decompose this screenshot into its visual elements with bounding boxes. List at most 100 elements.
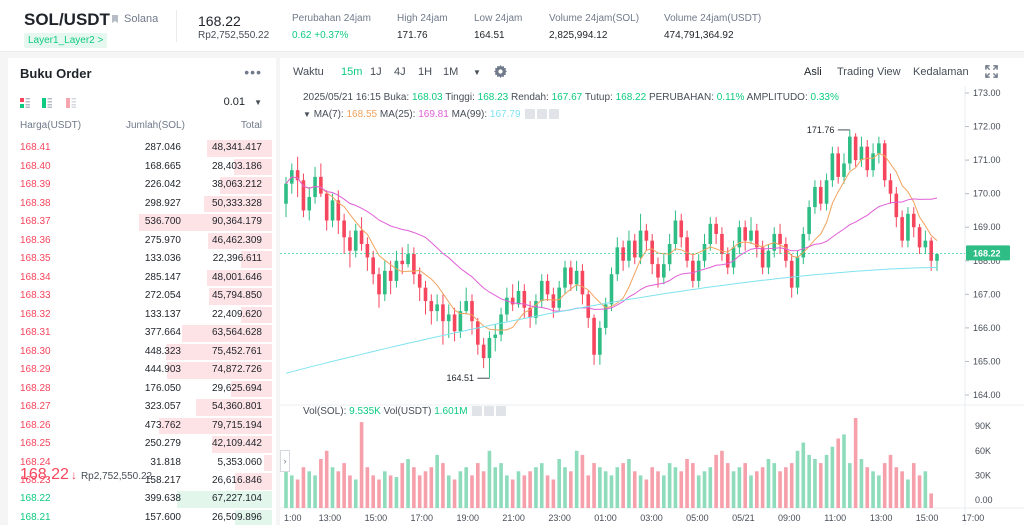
volume-bar [818, 463, 823, 508]
candlestick-chart[interactable]: 173.00 172.00 171.00 170.00 169.00 168.00 167.… [280, 86, 1024, 525]
coin-name[interactable]: Solana [124, 13, 159, 25]
more-dots-icon[interactable]: ••• [244, 64, 262, 80]
ask-row[interactable]: 168.39 226.042 38,063.212 [8, 176, 276, 195]
order-total: 45,794.850 [211, 290, 262, 301]
mid-price-row[interactable]: 168.22 ↓ Rp2,752,550.22 [20, 463, 152, 487]
view-asli[interactable]: Asli [804, 66, 822, 78]
close-icon[interactable] [496, 406, 507, 417]
ask-row[interactable]: 168.36 275.970 46,462.309 [8, 232, 276, 251]
high-value: 168.23 [477, 92, 509, 103]
depth-bar [204, 195, 272, 212]
ask-row[interactable]: 168.40 168.665 28,403.186 [8, 158, 276, 177]
collapse-arrow-icon[interactable]: › [280, 450, 290, 472]
volume-bar [755, 471, 759, 508]
ask-row[interactable]: 168.26 473.762 79,715.194 [8, 417, 276, 436]
ask-row[interactable]: 168.34 285.147 48,001.646 [8, 269, 276, 288]
ask-row[interactable]: 168.30 448.323 75,452.761 [8, 343, 276, 362]
volume-bar [400, 463, 405, 508]
stat-value: 474,791,364.92 [664, 30, 734, 41]
ask-row[interactable]: 168.35 133.036 22,396.611 [8, 250, 276, 269]
interval-dropdown-icon[interactable]: ▼ [473, 68, 481, 77]
ask-row[interactable]: 168.32 133.137 22,409.620 [8, 306, 276, 325]
close-icon[interactable] [549, 109, 560, 120]
depth-bar [212, 436, 272, 453]
volume-bar [656, 471, 660, 508]
bid-row[interactable]: 168.21 157.600 26,509.896 [8, 509, 276, 525]
candle-body [720, 233, 724, 255]
bids-only-view-icon[interactable] [42, 98, 52, 108]
interval-1m[interactable]: 1M [443, 66, 459, 78]
ask-row[interactable]: 168.38 298.927 50,333.328 [8, 195, 276, 214]
candle-body [359, 230, 364, 244]
volume-bar [336, 471, 341, 508]
view-trading-view[interactable]: Trading View [837, 66, 901, 78]
order-price: 168.38 [20, 197, 51, 209]
stat-label: High 24jam [397, 13, 448, 24]
eye-icon[interactable] [472, 406, 483, 417]
volume-bar [836, 438, 840, 508]
candle-body [435, 304, 439, 312]
order-price: 168.34 [20, 271, 51, 283]
candle-body [510, 297, 515, 305]
ask-row[interactable]: 168.27 323.057 54,360.801 [8, 398, 276, 417]
order-amount: 285.147 [144, 271, 181, 283]
volume-bar [900, 471, 904, 508]
ask-row[interactable]: 168.28 176.050 29,625.694 [8, 380, 276, 399]
candle-body [749, 230, 753, 241]
arrow-down-icon: ↓ [70, 468, 77, 482]
candle-body [708, 223, 713, 244]
vol-usdt-label: Vol(USDT) [383, 406, 432, 417]
volume-bar [493, 467, 498, 508]
volume-bar [888, 454, 893, 508]
settings-gear-icon[interactable] [494, 65, 507, 78]
asks-only-view-icon[interactable] [66, 98, 76, 108]
fullscreen-icon[interactable] [985, 65, 998, 78]
collapse-caret-icon[interactable]: ▼ [303, 110, 311, 119]
volume-bar [406, 459, 410, 508]
depth-bar [176, 491, 272, 508]
precision-select[interactable]: 0.01 ▼ [224, 96, 262, 108]
bid-row[interactable]: 168.22 399.638 67,227.104 [8, 490, 276, 509]
ma25-value: 169.81 [418, 109, 449, 120]
candle-body [452, 314, 457, 332]
order-total: 26,509.896 [211, 511, 262, 523]
volume-bar [319, 459, 323, 508]
ask-row[interactable]: 168.24 31.818 5,353.060 [8, 454, 276, 473]
eye-icon[interactable] [525, 109, 536, 120]
ask-row[interactable]: 168.37 536.700 90,364.179 [8, 213, 276, 232]
volume-bar [923, 471, 928, 508]
candle-body [353, 230, 358, 251]
info-icon[interactable] [110, 14, 120, 24]
ask-row[interactable]: 168.29 444.903 74,872.726 [8, 361, 276, 380]
interval-1h[interactable]: 1H [418, 66, 433, 78]
volume-bar [557, 459, 561, 508]
settings-icon[interactable] [484, 406, 495, 417]
volume-bar [702, 471, 707, 508]
pair-title[interactable]: SOL/USDT [24, 10, 110, 29]
stat-value: 164.51 [474, 30, 505, 41]
category-tag[interactable]: Layer1_Layer2 > [24, 33, 108, 48]
candle-body [324, 193, 329, 221]
candle-body [598, 327, 602, 355]
ask-row[interactable]: 168.25 250.279 42,109.442 [8, 435, 276, 454]
ask-row[interactable]: 168.23 158.217 26,616.846 [8, 472, 276, 491]
interval-4j[interactable]: 4J [394, 66, 406, 78]
interval-15m[interactable]: 15m [341, 66, 363, 78]
ask-row[interactable]: 168.33 272.054 45,794.850 [8, 287, 276, 306]
stat-2: Low 24jam 164.51 [474, 13, 522, 41]
price-tick-label: 172.00 [973, 122, 1001, 132]
interval-1j[interactable]: 1J [370, 66, 382, 78]
col-header-amount: Jumlah(SOL) [126, 120, 185, 131]
ask-row[interactable]: 168.41 287.046 48,341.417 [8, 139, 276, 158]
ask-row[interactable]: 168.31 377.664 63,564.628 [8, 324, 276, 343]
order-amount: 176.050 [144, 382, 181, 394]
view-kedalaman[interactable]: Kedalaman [913, 66, 969, 78]
order-price: 168.26 [20, 419, 51, 431]
candle-body [737, 227, 742, 248]
both-sides-view-icon[interactable] [20, 98, 30, 108]
mid-price: 168.22 [20, 466, 69, 483]
candle-body [656, 264, 660, 278]
settings-icon[interactable] [537, 109, 548, 120]
candle-body [853, 136, 858, 161]
low-label: Rendah: [511, 92, 549, 103]
